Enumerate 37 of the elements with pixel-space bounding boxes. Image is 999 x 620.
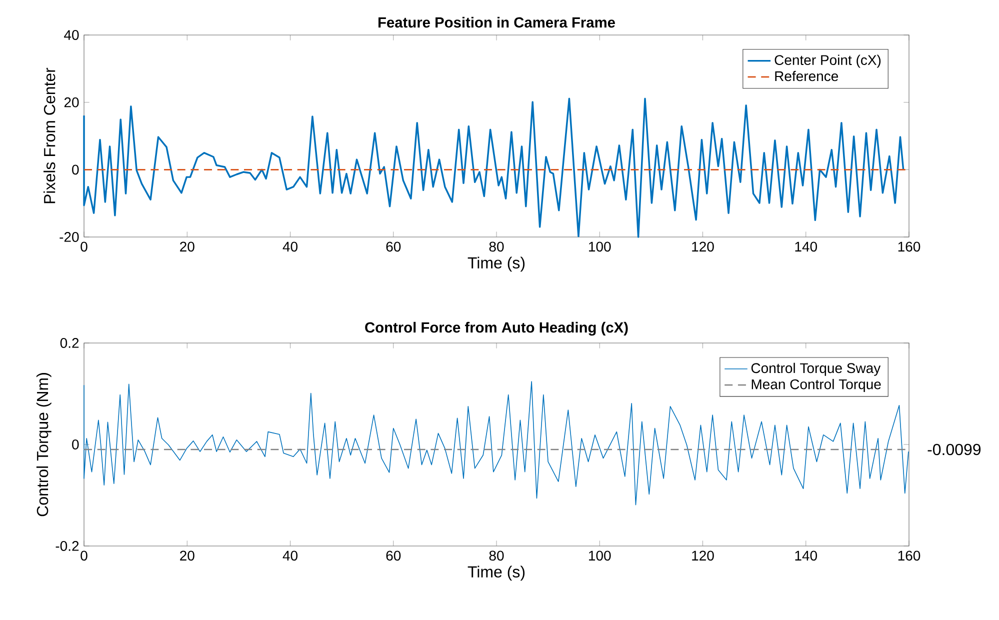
y-tick-label: 0 [72, 164, 79, 175]
y-axis-title: Control Torque (Nm) [36, 373, 52, 516]
line-series [83, 98, 904, 238]
x-axis-title: Time (s) [468, 566, 525, 581]
x-tick-label: 160 [898, 242, 920, 252]
legend-label: Reference [775, 70, 838, 82]
x-tick-label: 20 [180, 242, 194, 252]
y-tick-label: 20 [64, 97, 79, 108]
y-tick-label: 40 [64, 30, 79, 40]
x-tick-label: 60 [386, 550, 401, 561]
x-tick-label: 120 [692, 550, 714, 561]
y-tick-label: -0.2 [56, 541, 79, 551]
x-tick-label: 160 [898, 550, 920, 561]
x-tick-label: 0 [80, 550, 88, 561]
chart-title: Control Force from Auto Heading (cX) [365, 322, 628, 336]
y-tick-label: 0.2 [60, 338, 79, 348]
chart-title: Feature Position in Camera Frame [378, 16, 615, 28]
legend-label: Center Point (cX) [774, 54, 881, 68]
y-tick-label: -20 [60, 232, 79, 242]
x-tick-label: 40 [282, 550, 298, 561]
annotation: -0.0099 [928, 444, 981, 456]
x-tick-label: 80 [489, 550, 504, 561]
x-tick-label: 80 [489, 242, 504, 252]
legend-label: Mean Control Torque [752, 378, 881, 392]
x-tick-label: 40 [282, 242, 298, 252]
x-tick-label: 140 [795, 550, 818, 561]
x-tick-label: 20 [180, 550, 194, 561]
y-axis-title: Pixels From Center [44, 68, 56, 204]
x-tick-label: 100 [589, 242, 611, 252]
x-tick-label: 140 [795, 242, 818, 252]
x-tick-label: 0 [80, 242, 88, 252]
x-tick-label: 60 [386, 242, 401, 252]
x-axis-title: Time (s) [468, 256, 525, 272]
legend-label: Control Torque Sway [751, 362, 881, 376]
y-tick-label: 0 [72, 440, 79, 450]
x-tick-label: 100 [589, 550, 611, 561]
x-tick-label: 120 [692, 242, 714, 252]
